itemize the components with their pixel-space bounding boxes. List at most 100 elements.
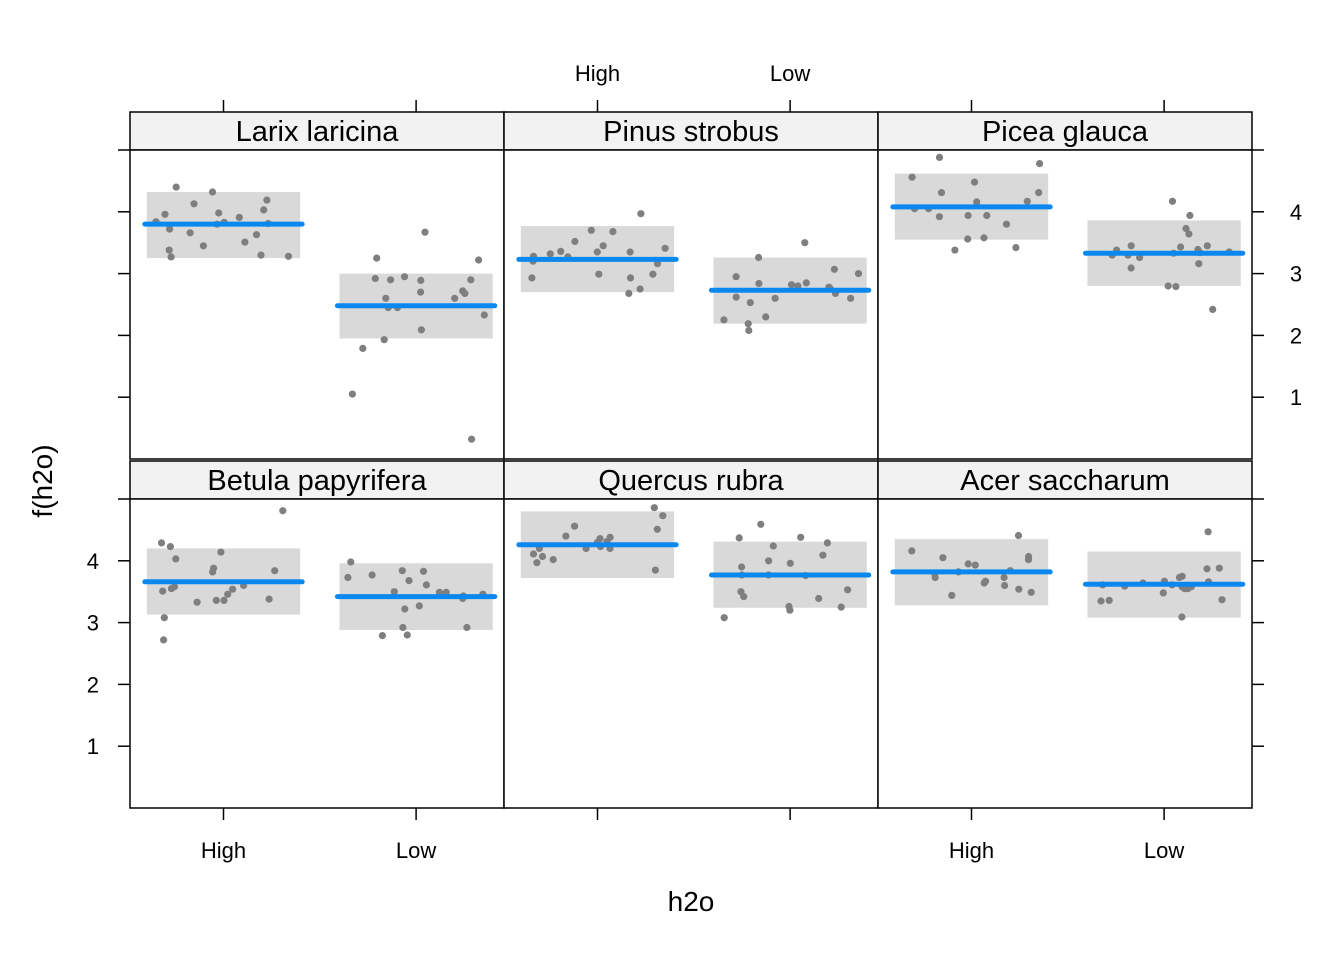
panel-betula-papyrifera: Betula papyrifera: [129, 460, 505, 809]
data-point: [160, 614, 168, 622]
data-point: [1209, 305, 1217, 313]
data-point: [609, 228, 617, 236]
x-tick-label: High: [201, 838, 246, 863]
data-point: [1184, 585, 1192, 593]
data-point: [461, 289, 469, 297]
data-point: [260, 206, 268, 214]
data-point: [823, 539, 832, 547]
data-point: [538, 552, 547, 561]
panel-larix-laricina: Larix laricina: [129, 111, 505, 460]
data-point: [771, 294, 779, 302]
data-point: [166, 225, 174, 233]
data-point: [468, 435, 476, 443]
data-point: [819, 551, 827, 559]
x-tick-label: High: [949, 838, 994, 863]
data-point: [1164, 282, 1172, 290]
data-point: [186, 229, 194, 237]
data-point: [199, 242, 207, 250]
data-point: [208, 188, 217, 196]
data-point: [1127, 242, 1135, 250]
data-point: [973, 198, 981, 206]
data-point: [854, 270, 863, 278]
data-point: [442, 588, 450, 596]
data-point: [757, 520, 765, 528]
data-point: [740, 593, 748, 601]
data-point: [1000, 573, 1008, 582]
data-point: [170, 583, 178, 591]
data-point: [257, 251, 265, 259]
data-point: [400, 273, 409, 281]
data-point: [802, 279, 810, 287]
panel-quercus-rubra: Quercus rubra: [503, 460, 879, 809]
data-point: [935, 153, 944, 161]
data-point: [1186, 211, 1194, 220]
data-point: [650, 504, 658, 512]
data-point: [435, 588, 443, 596]
data-point: [908, 547, 916, 555]
data-point: [1177, 243, 1185, 251]
data-point: [415, 602, 423, 610]
data-point: [557, 247, 565, 255]
data-point: [587, 226, 595, 234]
data-point: [755, 253, 763, 262]
strip: [129, 111, 505, 151]
data-point: [359, 344, 367, 352]
data-point: [1001, 581, 1009, 590]
data-point: [417, 288, 425, 296]
data-point: [451, 294, 459, 302]
data-point: [1178, 572, 1186, 580]
y-tick-label: 1: [87, 734, 99, 759]
x-tick-label: High: [575, 61, 620, 86]
data-point: [732, 293, 740, 301]
data-point: [1203, 242, 1211, 250]
data-point: [1195, 260, 1203, 268]
data-point: [368, 571, 376, 579]
data-point: [546, 250, 554, 258]
data-point: [964, 211, 972, 220]
data-point: [1012, 244, 1020, 252]
data-point: [1159, 589, 1167, 597]
data-point: [284, 252, 293, 260]
data-point: [732, 273, 740, 281]
data-point: [844, 586, 852, 594]
data-point: [235, 213, 243, 221]
data-point: [405, 577, 413, 585]
data-point: [720, 316, 728, 324]
axes: High Low High Low High Low 1 2 3 4 1 2 3 4: [87, 61, 1302, 863]
data-point: [167, 253, 175, 261]
data-point: [533, 559, 541, 567]
data-point: [797, 533, 805, 541]
data-point: [480, 311, 488, 319]
data-point: [373, 254, 381, 262]
data-point: [983, 211, 991, 220]
data-point: [172, 555, 180, 563]
data-point: [421, 228, 429, 236]
data-point: [224, 590, 232, 598]
data-point: [937, 189, 946, 197]
data-point: [215, 209, 223, 217]
strip-label: Pinus strobus: [603, 116, 779, 148]
data-point: [1027, 588, 1035, 596]
data-point: [371, 274, 379, 283]
strip-label: Acer saccharum: [960, 465, 1170, 497]
data-point: [931, 573, 939, 582]
data-point: [1097, 597, 1105, 605]
data-point: [265, 595, 273, 603]
data-point: [157, 539, 166, 547]
y-tick-label: 1: [1290, 385, 1302, 410]
data-point: [964, 235, 972, 243]
data-point: [380, 336, 388, 344]
data-point: [786, 559, 794, 567]
data-point: [475, 256, 483, 264]
data-point: [422, 581, 430, 589]
strip: [129, 460, 505, 500]
data-point: [744, 320, 752, 328]
data-point: [626, 274, 635, 282]
data-point: [220, 596, 228, 605]
data-point: [847, 294, 855, 302]
x-tick-label: Low: [1144, 838, 1184, 863]
data-point: [241, 238, 249, 246]
data-point: [217, 548, 225, 556]
data-point: [165, 246, 173, 254]
